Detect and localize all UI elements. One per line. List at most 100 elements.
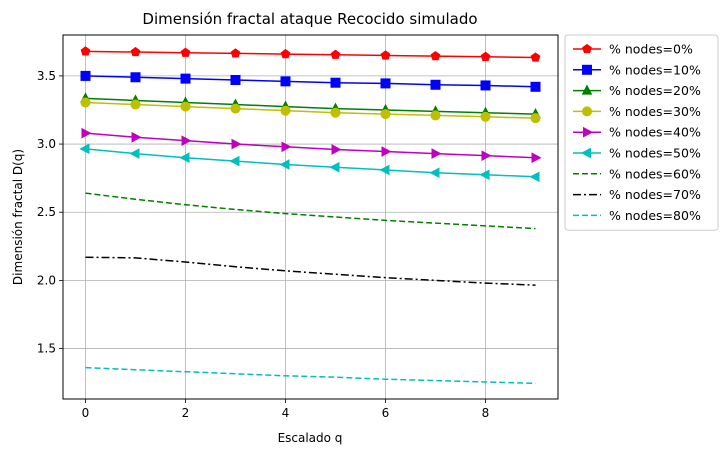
data-point <box>179 152 190 164</box>
data-point <box>330 49 341 59</box>
data-point <box>280 105 291 116</box>
data-point <box>231 138 242 150</box>
data-point <box>180 73 191 84</box>
data-point <box>131 131 142 143</box>
legend-marker <box>580 147 591 159</box>
x-tick-label: 4 <box>282 406 290 420</box>
data-point <box>429 167 440 179</box>
series-line <box>85 192 536 230</box>
grid <box>63 35 558 399</box>
series-1 <box>80 70 541 92</box>
x-tick-label: 0 <box>82 406 90 420</box>
y-tick-label: 3.5 <box>37 69 56 83</box>
data-point <box>430 51 441 61</box>
data-point <box>481 150 492 161</box>
data-point <box>81 127 92 139</box>
data-point <box>379 164 390 176</box>
legend-item: % nodes=20% <box>573 83 701 98</box>
data-point <box>380 50 391 60</box>
legend-item: % nodes=50% <box>573 146 701 161</box>
series-line <box>85 256 536 286</box>
legend-marker <box>583 126 594 138</box>
data-point <box>180 47 191 57</box>
data-point <box>180 101 191 112</box>
data-point <box>80 97 91 108</box>
legend-item: % nodes=40% <box>573 125 701 140</box>
data-point <box>230 74 241 85</box>
data-point <box>530 113 541 124</box>
legend-item: % nodes=10% <box>573 62 701 77</box>
legend-item: % nodes=80% <box>573 208 701 223</box>
legend-item: % nodes=30% <box>573 104 701 119</box>
series-line <box>85 366 536 385</box>
series-line <box>85 97 536 115</box>
axis-ticks: 0 2 4 6 8 1.5 2.0 2.5 3.0 3.5 <box>37 69 489 420</box>
data-point <box>479 169 490 181</box>
series-8 <box>85 366 536 385</box>
series-line <box>85 75 536 88</box>
legend-label: % nodes=20% <box>609 83 701 98</box>
data-point <box>330 77 341 88</box>
series-0 <box>80 46 541 62</box>
data-point <box>130 99 141 110</box>
data-point <box>530 52 541 62</box>
legend-item: % nodes=60% <box>573 166 701 181</box>
data-point <box>331 144 342 155</box>
legend-box <box>564 34 719 231</box>
legend-marker <box>582 106 592 117</box>
data-point <box>130 46 141 57</box>
data-point <box>480 80 491 91</box>
legend-label: % nodes=0% <box>609 42 693 57</box>
legend: % nodes=0% % nodes=10% % nodes=20% % nodes=… <box>564 34 719 231</box>
legend-label: % nodes=70% <box>609 187 701 202</box>
data-point <box>381 146 392 157</box>
data-point <box>380 78 391 89</box>
data-point <box>480 51 491 61</box>
data-point <box>530 81 541 92</box>
data-point <box>480 111 491 122</box>
series-line <box>85 132 536 159</box>
legend-label: % nodes=60% <box>609 166 701 181</box>
data-point <box>229 155 240 167</box>
y-tick-label: 1.5 <box>37 342 56 356</box>
legend-label: % nodes=30% <box>609 104 701 119</box>
data-point <box>430 79 441 90</box>
legend-label: % nodes=80% <box>609 208 701 223</box>
x-axis-label: Escalado q <box>278 431 343 445</box>
series-line <box>85 50 536 59</box>
data-point <box>329 161 340 173</box>
legend-item: % nodes=0% <box>573 42 693 57</box>
series-6 <box>85 192 536 230</box>
data-point <box>230 48 241 58</box>
data-point <box>529 171 540 183</box>
legend-marker <box>582 43 592 54</box>
series-line <box>85 148 536 178</box>
data-point <box>230 103 241 114</box>
legend-label: % nodes=40% <box>609 125 701 140</box>
plot-frame <box>62 34 559 400</box>
series-3 <box>80 97 541 124</box>
legend-marker <box>581 84 593 95</box>
data-point <box>430 110 441 121</box>
data-point <box>330 107 341 118</box>
y-tick-label: 2.0 <box>37 273 56 287</box>
x-tick-label: 6 <box>382 406 390 420</box>
data-point <box>531 152 542 164</box>
series-5 <box>79 143 540 183</box>
data-point <box>280 48 291 59</box>
x-tick-label: 8 <box>482 406 490 420</box>
chart-title: Dimensión fractal ataque Recocido simula… <box>142 10 477 28</box>
data-point <box>380 109 391 120</box>
series-line <box>85 101 536 119</box>
data-point <box>281 141 292 153</box>
y-axis-label: Dimensión fractal D(q) <box>11 149 25 285</box>
series-4 <box>81 127 542 164</box>
data-point <box>80 46 91 56</box>
data-point <box>181 135 192 146</box>
y-tick-label: 3.0 <box>37 137 56 151</box>
legend-item: % nodes=70% <box>573 187 701 202</box>
series-layer <box>79 46 542 385</box>
series-7 <box>85 256 536 286</box>
